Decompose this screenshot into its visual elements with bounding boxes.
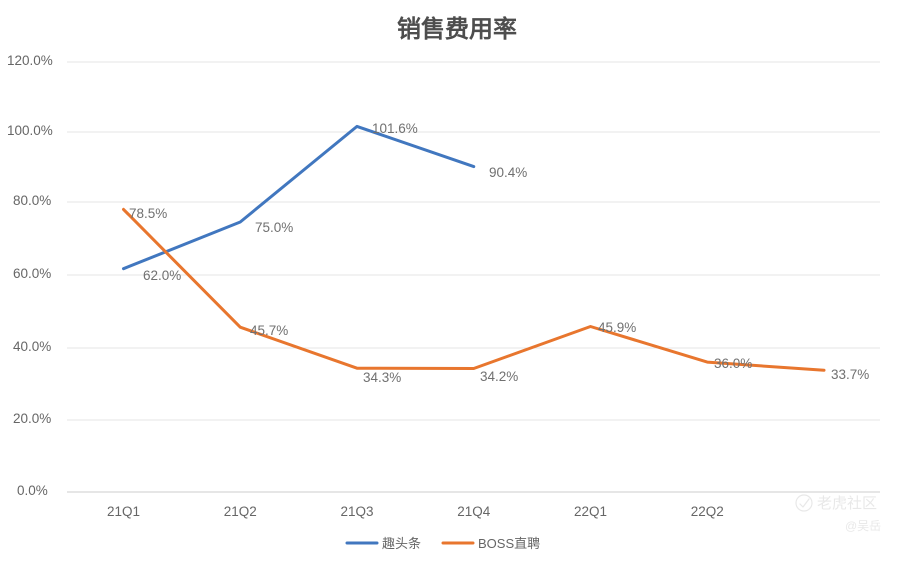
svg-text:34.2%: 34.2% (480, 369, 518, 384)
svg-text:100.0%: 100.0% (7, 123, 53, 138)
svg-text:101.6%: 101.6% (372, 121, 418, 136)
svg-text:80.0%: 80.0% (13, 193, 51, 208)
svg-text:90.4%: 90.4% (489, 165, 527, 180)
svg-text:21Q1: 21Q1 (107, 504, 140, 519)
svg-text:45.7%: 45.7% (250, 323, 288, 338)
svg-text:BOSS直聘: BOSS直聘 (478, 536, 540, 551)
svg-text:62.0%: 62.0% (143, 268, 181, 283)
svg-text:60.0%: 60.0% (13, 266, 51, 281)
svg-text:21Q4: 21Q4 (457, 504, 491, 519)
svg-text:34.3%: 34.3% (363, 370, 401, 385)
svg-text:老虎社区: 老虎社区 (817, 495, 877, 512)
svg-text:21Q3: 21Q3 (340, 504, 373, 519)
svg-text:75.0%: 75.0% (255, 220, 293, 235)
svg-text:趣头条: 趣头条 (382, 536, 421, 551)
svg-text:33.7%: 33.7% (831, 367, 869, 382)
svg-text:36.0%: 36.0% (714, 356, 752, 371)
svg-text:@吴岳: @吴岳 (845, 519, 881, 533)
svg-text:45.9%: 45.9% (598, 320, 636, 335)
svg-text:0.0%: 0.0% (17, 483, 48, 498)
svg-text:21Q2: 21Q2 (224, 504, 257, 519)
svg-text:22Q2: 22Q2 (691, 504, 724, 519)
svg-text:22Q1: 22Q1 (574, 504, 607, 519)
svg-text:120.0%: 120.0% (7, 53, 53, 68)
svg-text:40.0%: 40.0% (13, 339, 51, 354)
svg-text:20.0%: 20.0% (13, 411, 51, 426)
svg-text:78.5%: 78.5% (129, 206, 167, 221)
